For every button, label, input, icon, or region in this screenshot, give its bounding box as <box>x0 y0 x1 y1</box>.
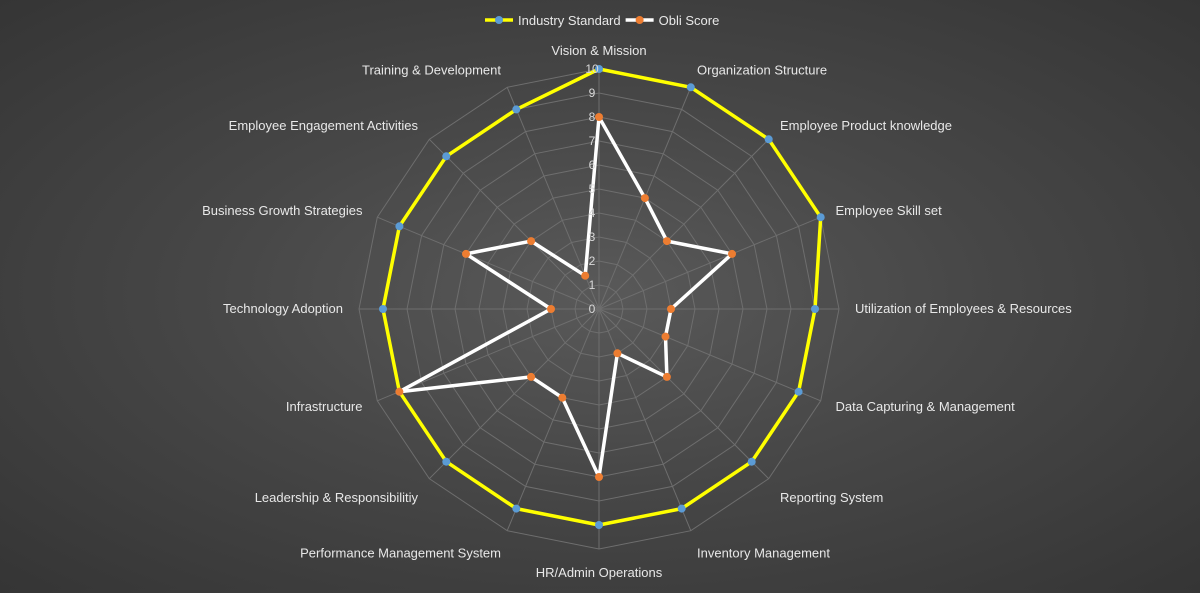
category-labels: Vision & Mission Organization Structure Em… <box>202 43 1072 580</box>
series-2-point <box>662 237 671 246</box>
legend: Industry Standard Obli Score <box>485 13 719 28</box>
category-label: Employee Product knowledge <box>780 118 952 133</box>
series-1-point <box>794 387 803 396</box>
series-2-point <box>547 305 555 313</box>
series-1-point <box>816 213 825 222</box>
tick-label: 7 <box>589 134 596 148</box>
series-2-point <box>527 372 536 381</box>
series-2-point <box>662 372 671 381</box>
series-2-point <box>462 249 470 258</box>
legend-marker <box>635 16 644 24</box>
series <box>379 65 825 529</box>
legend-label: Obli Score <box>659 13 720 28</box>
series-1-point <box>595 521 603 529</box>
legend-label: Industry Standard <box>518 13 621 28</box>
grid-spoke <box>428 138 600 310</box>
tick-label: 4 <box>589 206 596 220</box>
category-label: Reporting System <box>780 490 883 505</box>
series-1-point <box>595 65 603 73</box>
series-2-point <box>667 305 675 313</box>
grid-spoke <box>598 138 770 310</box>
series-2-point <box>581 271 590 280</box>
series-2-point <box>728 249 736 258</box>
tick-label: 10 <box>585 62 599 76</box>
series-2-point <box>558 393 567 402</box>
grid-spoke <box>598 216 821 310</box>
grid-spoke <box>506 308 600 531</box>
category-label: Vision & Mission <box>551 43 646 58</box>
category-label: HR/Admin Operations <box>536 565 663 580</box>
series-1-point <box>811 305 819 313</box>
tick-label: 2 <box>589 254 596 268</box>
category-label: Performance Management System <box>300 546 501 561</box>
series-2-point <box>613 349 622 358</box>
tick-label: 3 <box>589 230 596 244</box>
tick-label: 9 <box>589 86 596 100</box>
category-label: Infrastructure <box>286 399 363 414</box>
series-1-point <box>379 305 387 313</box>
grid-spoke <box>598 308 692 531</box>
series-1-point <box>395 222 404 231</box>
category-label: Training & Development <box>362 63 501 78</box>
series-1-point <box>512 105 521 114</box>
series-2-point <box>595 473 603 481</box>
grid-spoke <box>598 308 821 402</box>
series-1-point <box>747 457 756 466</box>
grid-spoke <box>377 216 600 310</box>
series-2-point <box>640 194 649 203</box>
series-1-point <box>512 504 521 513</box>
tick-label: 6 <box>589 158 596 172</box>
radial-ticks: 0 1 2 3 4 5 6 7 8 9 10 <box>585 62 599 316</box>
legend-item-1: Industry Standard <box>485 13 621 28</box>
series-1-point <box>764 135 773 144</box>
category-label: Leadership & Responsibilitiy <box>255 490 419 505</box>
category-label: Data Capturing & Management <box>836 399 1016 414</box>
category-label: Employee Engagement Activities <box>229 118 419 133</box>
tick-label: 0 <box>589 302 596 316</box>
series-2-point <box>661 332 670 341</box>
category-label: Technology Adoption <box>223 301 343 316</box>
tick-label: 5 <box>589 182 596 196</box>
grid-spoke <box>598 308 770 480</box>
legend-marker <box>495 16 503 24</box>
tick-label: 1 <box>589 278 596 292</box>
category-label: Organization Structure <box>697 63 827 78</box>
category-label: Utilization of Employees & Resources <box>855 301 1072 316</box>
tick-label: 8 <box>589 110 596 124</box>
category-label: Employee Skill set <box>836 203 943 218</box>
series-1-point <box>442 152 451 161</box>
series-2-point <box>395 387 404 396</box>
grid-spoke <box>428 308 600 480</box>
series-2-point <box>527 237 536 246</box>
series-1-point <box>677 504 686 513</box>
series-2-point <box>595 113 603 121</box>
category-label: Inventory Management <box>697 546 830 561</box>
series-1-point <box>686 83 695 92</box>
series-1-point <box>442 457 451 466</box>
category-label: Business Growth Strategies <box>202 203 363 218</box>
legend-item-2: Obli Score <box>625 13 720 28</box>
